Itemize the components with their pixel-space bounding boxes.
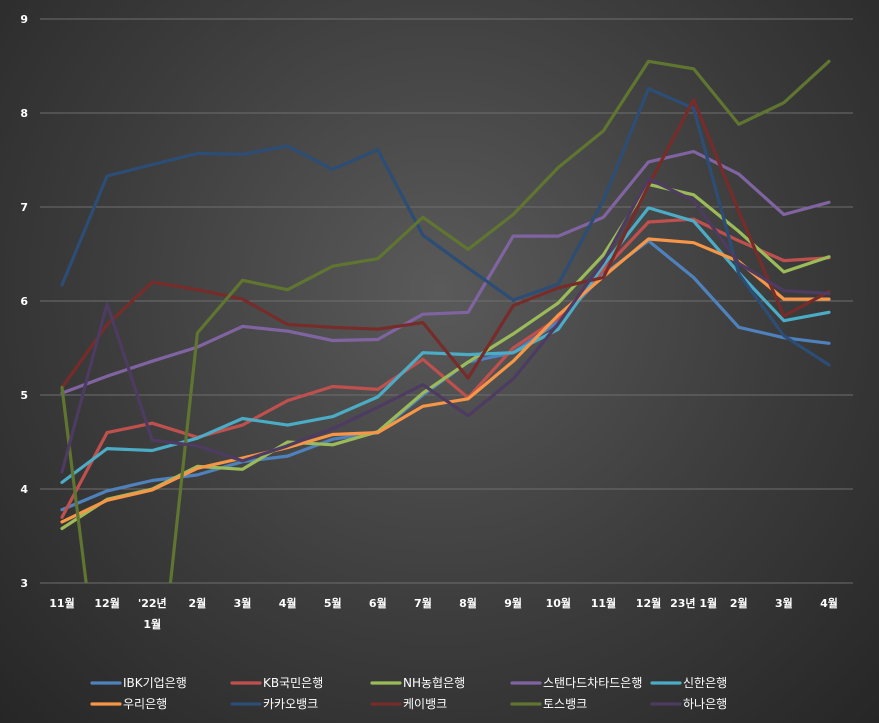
- legend-label: 케이뱅크: [403, 697, 447, 711]
- y-tick-label: 5: [20, 389, 28, 402]
- x-tick-label: 6월: [369, 596, 387, 610]
- legend-label: 스탠다드차타드은행: [543, 675, 642, 690]
- series-line-1: [60, 217, 831, 519]
- y-tick-label: 9: [20, 13, 28, 26]
- x-tick-label: 3월: [234, 596, 252, 610]
- series-line-5: [60, 237, 831, 524]
- y-tick-label: 6: [20, 295, 28, 308]
- x-tick-label: 12월: [94, 596, 119, 610]
- y-tick-label: 3: [20, 577, 28, 590]
- legend-label: 토스뱅크: [543, 697, 587, 711]
- series-line-0: [60, 239, 831, 512]
- legend-label: 우리은행: [123, 696, 167, 711]
- x-tick-label: 2월: [188, 596, 206, 610]
- x-tick-label: 7월: [414, 596, 432, 610]
- series-line-7: [60, 98, 831, 390]
- x-tick-label: 9월: [504, 596, 522, 610]
- legend-label: NH농협은행: [403, 675, 465, 690]
- legend-label: 카카오뱅크: [263, 697, 318, 711]
- series-line-4: [60, 206, 831, 484]
- x-tick-label: 3월: [775, 596, 793, 610]
- x-tick-label: 11월: [591, 596, 616, 610]
- series-line-3: [60, 149, 831, 395]
- x-tick-label: 8월: [459, 596, 477, 610]
- legend-label: 신한은행: [683, 675, 727, 690]
- x-tick-label: 4월: [279, 596, 297, 610]
- x-tick-label: 23년 1월: [670, 596, 717, 610]
- series-line-9: [60, 177, 831, 474]
- legend-label: 하나은행: [683, 696, 727, 711]
- y-tick-label: 7: [20, 201, 28, 214]
- legend-label: IBK기업은행: [123, 675, 187, 690]
- x-tick-label: 11월: [49, 596, 74, 610]
- series-line-8: [60, 59, 831, 583]
- x-tick-label: 10월: [546, 596, 571, 610]
- series-line-6: [60, 87, 831, 367]
- x-tick-label: 12월: [636, 596, 661, 610]
- x-tick-label: 4월: [820, 596, 838, 610]
- y-tick-label: 4: [20, 483, 28, 496]
- x-tick-label: 5월: [324, 596, 342, 610]
- legend-label: KB국민은행: [263, 675, 323, 690]
- x-tick-label: '22년 1월: [138, 596, 167, 631]
- y-tick-label: 8: [20, 107, 28, 120]
- x-tick-label: 2월: [730, 596, 748, 610]
